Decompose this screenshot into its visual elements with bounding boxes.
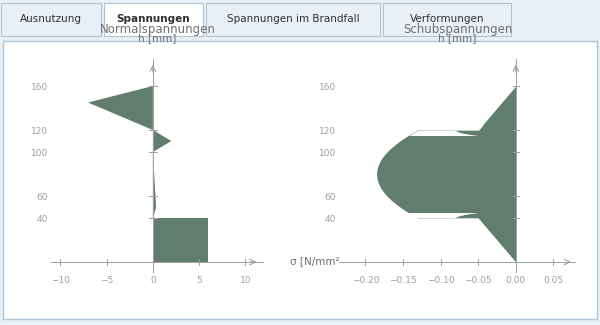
Text: σ [N/mm²]: σ [N/mm²] — [290, 256, 343, 266]
Text: h [mm]: h [mm] — [139, 33, 176, 44]
Bar — [1, 3, 101, 35]
Text: Verformungen: Verformungen — [410, 14, 484, 24]
Bar — [383, 3, 511, 35]
Title: Schubspannungen: Schubspannungen — [403, 23, 512, 36]
Bar — [206, 3, 380, 35]
Text: Spannungen: Spannungen — [116, 14, 190, 24]
Text: Spannungen im Brandfall: Spannungen im Brandfall — [227, 14, 359, 24]
Polygon shape — [153, 218, 208, 262]
Polygon shape — [153, 130, 172, 152]
Title: Normalspannungen: Normalspannungen — [100, 23, 215, 36]
Bar — [104, 3, 203, 35]
Polygon shape — [153, 152, 156, 218]
Text: h [mm]: h [mm] — [439, 33, 476, 44]
Text: Ausnutzung: Ausnutzung — [20, 14, 82, 24]
Polygon shape — [88, 86, 153, 130]
